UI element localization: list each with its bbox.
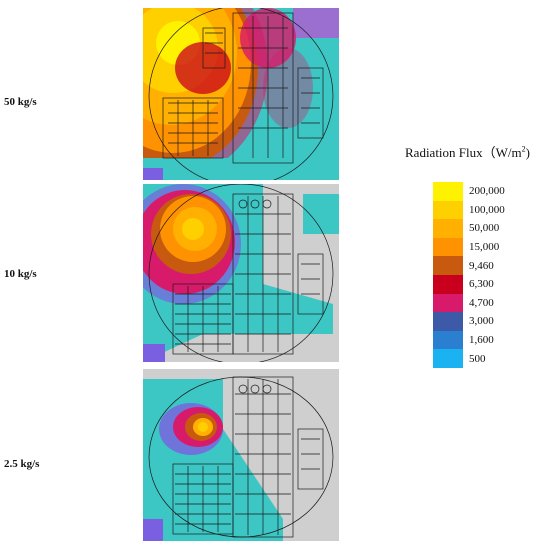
- legend-item: 100,000: [433, 200, 505, 220]
- legend-swatch: [433, 349, 463, 368]
- row-label-50: 50 kg/s: [4, 96, 37, 108]
- legend-swatch: [433, 237, 463, 257]
- legend-label: 200,000: [469, 185, 505, 198]
- legend-swatch: [433, 200, 463, 220]
- legend-label: 6,300: [469, 278, 494, 291]
- legend-item: 15,000: [433, 237, 505, 257]
- legend-item: 200,000: [433, 182, 505, 201]
- flux-map-10: [143, 184, 339, 362]
- legend-swatch: [433, 312, 463, 331]
- legend-label: 4,700: [469, 296, 494, 309]
- legend-swatch: [433, 330, 463, 350]
- legend-title-text: Radiation Flux（W/m: [405, 145, 522, 160]
- legend-swatch: [433, 274, 463, 294]
- color-legend: 200,000 100,000 50,000 15,000 9,460 6,30…: [433, 182, 505, 368]
- legend-swatch: [433, 182, 463, 201]
- legend-title: Radiation Flux（W/m2): [405, 142, 530, 161]
- legend-item: 6,300: [433, 274, 505, 294]
- legend-label: 50,000: [469, 222, 500, 235]
- legend-label: 3,000: [469, 315, 494, 328]
- row-label-10: 10 kg/s: [4, 268, 37, 280]
- legend-label: 1,600: [469, 334, 494, 347]
- legend-item: 9,460: [433, 256, 505, 275]
- flux-map-50: [143, 8, 339, 180]
- legend-title-sup: 2: [521, 144, 526, 154]
- legend-item: 50,000: [433, 219, 505, 238]
- legend-swatch: [433, 219, 463, 238]
- legend-label: 500: [469, 352, 486, 365]
- legend-item: 4,700: [433, 293, 505, 313]
- legend-item: 3,000: [433, 312, 505, 331]
- legend-swatch: [433, 293, 463, 313]
- legend-item: 500: [433, 349, 505, 368]
- legend-label: 15,000: [469, 241, 500, 254]
- flux-map-2-5: [143, 369, 339, 541]
- legend-label: 100,000: [469, 203, 505, 216]
- row-label-2-5: 2.5 kg/s: [4, 458, 40, 470]
- legend-swatch: [433, 256, 463, 275]
- legend-item: 1,600: [433, 330, 505, 350]
- legend-label: 9,460: [469, 259, 494, 272]
- legend-title-close: ): [525, 145, 530, 160]
